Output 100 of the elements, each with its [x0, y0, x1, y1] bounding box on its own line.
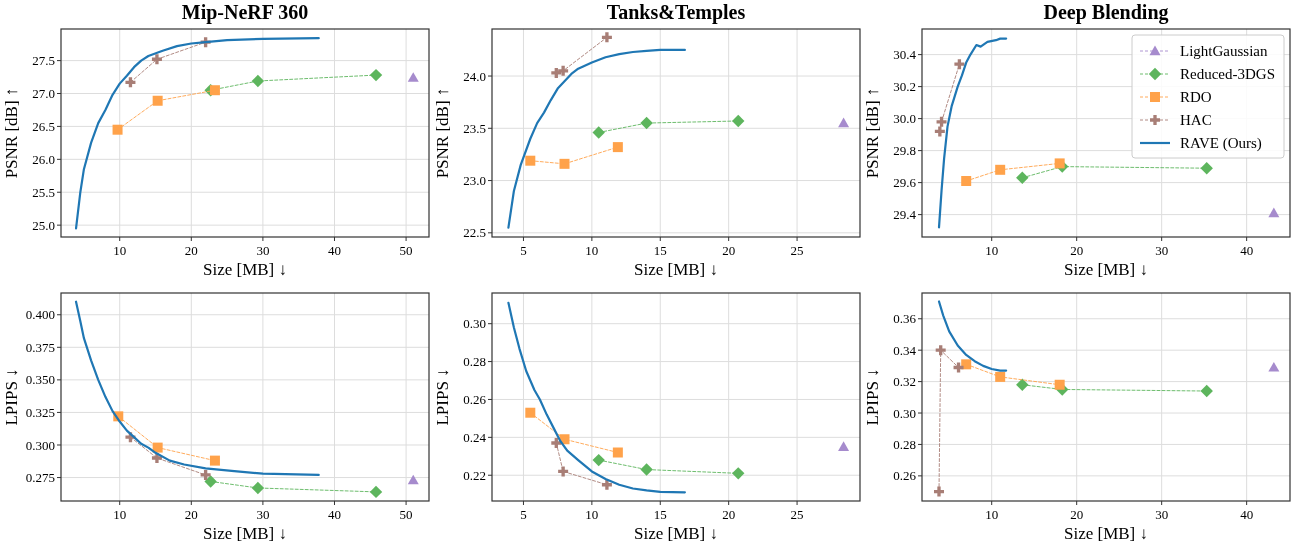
point — [525, 407, 536, 418]
y-axis-title: LPIPS ↓ — [433, 368, 452, 426]
x-tick-label: 30 — [256, 243, 270, 258]
x-tick-label: 10 — [585, 243, 599, 258]
x-tick-label: 30 — [256, 507, 270, 522]
legend-label: HAC — [1180, 112, 1212, 128]
x-tick-label: 15 — [653, 507, 667, 522]
point — [204, 475, 217, 488]
y-tick-label: 0.275 — [25, 470, 55, 486]
x-tick-label: 5 — [520, 243, 527, 258]
point — [640, 463, 653, 476]
x-tick-label: 40 — [1240, 507, 1254, 522]
point — [407, 474, 419, 485]
line-series — [507, 48, 686, 229]
point — [559, 158, 570, 169]
point — [369, 68, 383, 82]
legend-label: Reduced-3DGS — [1180, 66, 1275, 82]
point — [525, 155, 536, 166]
point — [601, 32, 612, 43]
y-tick-label: 0.30 — [893, 405, 916, 421]
y-tick-label: 29.6 — [893, 175, 917, 191]
point — [934, 126, 945, 137]
x-tick-label: 10 — [113, 243, 127, 258]
point — [961, 176, 972, 186]
point — [151, 54, 162, 65]
point — [838, 117, 850, 128]
chart-title: Deep Blending — [1043, 1, 1169, 24]
point — [407, 72, 419, 82]
y-tick-label: 30.0 — [893, 111, 916, 127]
point — [251, 74, 265, 88]
y-tick-label: 0.22 — [463, 467, 486, 483]
x-tick-label: 50 — [399, 243, 413, 258]
point — [558, 65, 569, 76]
point — [369, 485, 383, 499]
y-tick-label: 26.0 — [32, 151, 55, 167]
x-tick-label: 40 — [327, 243, 341, 258]
point — [612, 142, 623, 153]
y-tick-label: 0.26 — [463, 392, 487, 408]
point — [1268, 361, 1280, 372]
point — [551, 438, 562, 449]
point — [200, 469, 211, 480]
x-tick-label: 30 — [1155, 507, 1169, 522]
y-tick-label: 30.4 — [893, 47, 917, 63]
point — [551, 67, 562, 78]
legend-label: LightGaussian — [1180, 43, 1268, 59]
x-tick-label: 25 — [790, 243, 804, 258]
y-tick-label: 29.4 — [893, 207, 917, 223]
x-tick-label: 50 — [399, 507, 413, 522]
line-series — [74, 37, 320, 230]
point — [559, 434, 570, 445]
line-series — [937, 37, 1008, 229]
y-tick-label: 26.5 — [32, 118, 55, 134]
y-tick-label: 23.5 — [463, 120, 486, 136]
y-tick-label: 0.26 — [893, 468, 917, 484]
y-tick-label: 24.0 — [463, 68, 486, 84]
x-axis-title: Size [MB] ↓ — [1063, 524, 1149, 543]
x-tick-label: 10 — [585, 507, 599, 522]
y-tick-label: 25.0 — [32, 217, 55, 233]
y-tick-label: 30.2 — [893, 79, 916, 95]
point — [838, 441, 850, 451]
y-tick-label: 0.28 — [893, 436, 916, 452]
x-axis-title: Size [MB] ↓ — [633, 260, 719, 279]
point — [640, 116, 653, 130]
point — [732, 467, 745, 480]
y-tick-label: 22.5 — [463, 225, 486, 241]
y-tick-label: 0.300 — [25, 437, 55, 453]
point — [934, 486, 944, 497]
y-tick-label: 0.30 — [463, 316, 486, 332]
y-tick-label: 27.0 — [32, 86, 55, 102]
point — [209, 85, 220, 96]
y-axis-title: PSNR [dB] ↑ — [863, 87, 882, 179]
x-tick-label: 25 — [790, 507, 804, 522]
point — [954, 59, 965, 70]
point — [935, 345, 946, 356]
point — [1268, 207, 1280, 218]
point — [592, 126, 605, 139]
x-tick-label: 20 — [1070, 507, 1084, 522]
y-tick-label: 0.375 — [25, 339, 55, 355]
y-tick-label: 0.350 — [25, 372, 55, 388]
x-axis-title: Size [MB] ↓ — [633, 524, 719, 543]
point — [953, 362, 964, 373]
x-tick-label: 5 — [520, 507, 527, 522]
chart-title: Mip-NeRF 360 — [181, 1, 309, 24]
point — [152, 442, 163, 453]
point — [592, 453, 605, 467]
point — [112, 124, 123, 135]
x-axis-title: Size [MB] ↓ — [1063, 260, 1149, 279]
y-tick-label: 0.400 — [25, 307, 55, 323]
y-tick-label: 25.5 — [32, 184, 55, 200]
point — [1054, 158, 1065, 169]
point — [558, 466, 569, 477]
x-tick-label: 10 — [113, 507, 127, 522]
y-tick-label: 0.32 — [893, 374, 916, 390]
y-axis-title: LPIPS ↓ — [2, 368, 21, 426]
y-tick-label: 29.8 — [893, 143, 916, 159]
x-tick-label: 40 — [1240, 243, 1254, 258]
point — [1200, 384, 1213, 398]
point — [1054, 379, 1065, 390]
y-axis-title: LPIPS ↓ — [863, 368, 882, 426]
legend-label: RDO — [1180, 89, 1212, 105]
